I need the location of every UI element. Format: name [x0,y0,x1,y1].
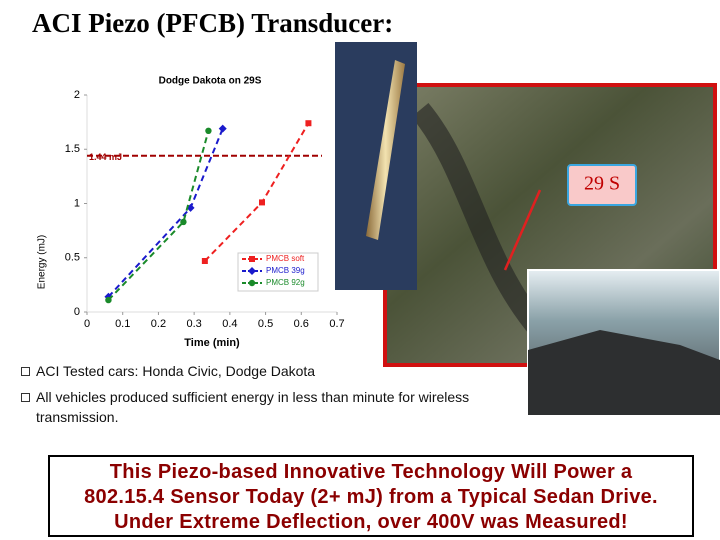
x-axis-label: Time (min) [184,337,240,349]
x-tick-label: 0.4 [222,318,237,330]
data-point [248,279,256,287]
x-tick-label: 0 [84,318,90,330]
banner-line: This Piezo-based Innovative Technology W… [109,461,633,483]
y-tick-label: 1 [74,197,80,209]
data-point [259,199,265,206]
chart-title: Dodge Dakota on 29S [159,76,262,87]
x-tick-label: 0.7 [329,318,344,330]
x-tick-label: 0.6 [294,318,309,330]
data-point [218,124,227,133]
transducer-strip [366,60,405,240]
chart: Dodge Dakota on 29S 0 0.5 1 1.5 2 0 0.1 0.2 0.3 0.… [37,76,345,349]
y-axis-label: Energy (mJ) [37,235,48,289]
callout-box [567,164,637,206]
map-road [411,102,549,338]
y-tick-label: 1.5 [65,143,80,155]
threshold-label: 1.44 mJ [89,152,122,162]
y-tick-label: 0 [74,306,80,318]
callout-text: 29 S [584,173,620,195]
banner: This Piezo-based Innovative Technology W… [48,455,694,537]
bullet: All vehicles produced sufficient energy … [21,387,486,427]
legend-label: PMCB 92g [266,278,305,287]
data-point [205,127,212,135]
data-point [248,267,256,275]
x-tick-label: 0.5 [258,318,273,330]
data-point [105,296,112,304]
bullet: ACI Tested cars: Honda Civic, Dodge Dako… [21,361,486,381]
x-tick-label: 0.1 [115,318,130,330]
series-line [107,128,224,298]
data-point [249,256,255,262]
legend-label: PMCB 39g [266,266,305,275]
slide-title: ACI Piezo (PFCB) Transducer: [32,8,394,38]
legend-label: PMCB soft [266,254,305,263]
callout-pointer [503,189,542,271]
data-point [305,120,312,127]
series-line [107,130,210,301]
data-point [180,218,187,226]
data-point [201,258,208,265]
banner-line: 802.15.4 Sensor Today (2+ mJ) from a Typ… [84,486,658,508]
y-tick-label: 2 [74,89,80,101]
y-tick-label: 0.5 [65,252,80,264]
series-line [204,122,310,262]
x-tick-label: 0.2 [151,318,166,330]
banner-line: Under Extreme Deflection, over 400V was … [114,511,628,533]
x-tick-label: 0.3 [186,318,201,330]
vehicle-dashboard [528,330,720,415]
transducer-photo [335,42,417,290]
